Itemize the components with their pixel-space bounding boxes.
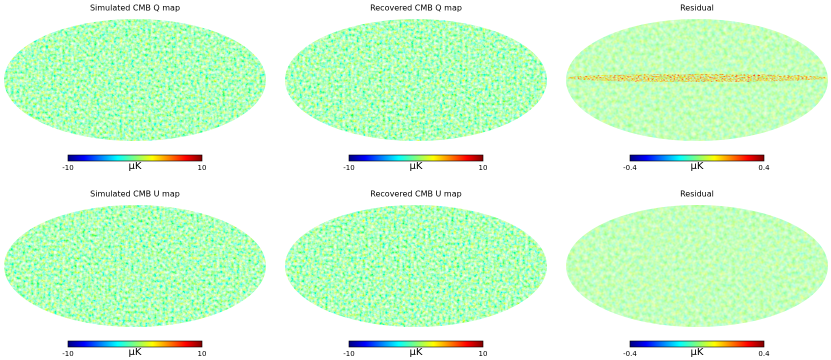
mollweide-map [285, 19, 547, 141]
colorbar-unit: μK [691, 347, 704, 358]
colorbar-min: -10 [62, 164, 73, 172]
colorbar-max: 0.4 [758, 164, 770, 172]
colorbar-min: -10 [343, 164, 354, 172]
colorbar-max: 10 [479, 350, 488, 358]
colorbar [629, 340, 765, 348]
colorbar-unit: μK [129, 347, 142, 358]
colorbar-max: 10 [479, 164, 488, 172]
map-title: Simulated CMB U map [90, 190, 180, 199]
colorbar-unit: μK [410, 161, 423, 172]
colorbar-min: -10 [343, 350, 354, 358]
map-title: Residual [680, 190, 714, 199]
colorbar [67, 340, 203, 348]
maps [4, 19, 828, 327]
mollweide-map [4, 19, 266, 141]
map-title: Residual [680, 4, 714, 13]
colorbar-min: -10 [62, 350, 73, 358]
galactic-residual-band [567, 74, 827, 82]
colorbar [348, 340, 484, 348]
colorbar-unit: μK [410, 347, 423, 358]
colorbar [67, 154, 203, 162]
colorbar-unit: μK [691, 161, 704, 172]
colorbar-max: 10 [198, 164, 207, 172]
colorbar-min: -0.4 [623, 350, 637, 358]
colorbar [629, 154, 765, 162]
map-title: Recovered CMB U map [370, 190, 461, 199]
labels: Simulated CMB Q map -10 10 μK Recovered CMB … [62, 4, 770, 359]
map-title: Recovered CMB Q map [370, 4, 462, 13]
mollweide-map [566, 205, 828, 327]
map-title: Simulated CMB Q map [90, 4, 180, 13]
colorbar-max: 0.4 [758, 350, 770, 358]
colorbar [348, 154, 484, 162]
mollweide-map [4, 205, 266, 327]
colorbar-min: -0.4 [623, 164, 637, 172]
mollweide-map [285, 205, 547, 327]
colorbar-max: 10 [198, 350, 207, 358]
colorbar-unit: μK [129, 161, 142, 172]
